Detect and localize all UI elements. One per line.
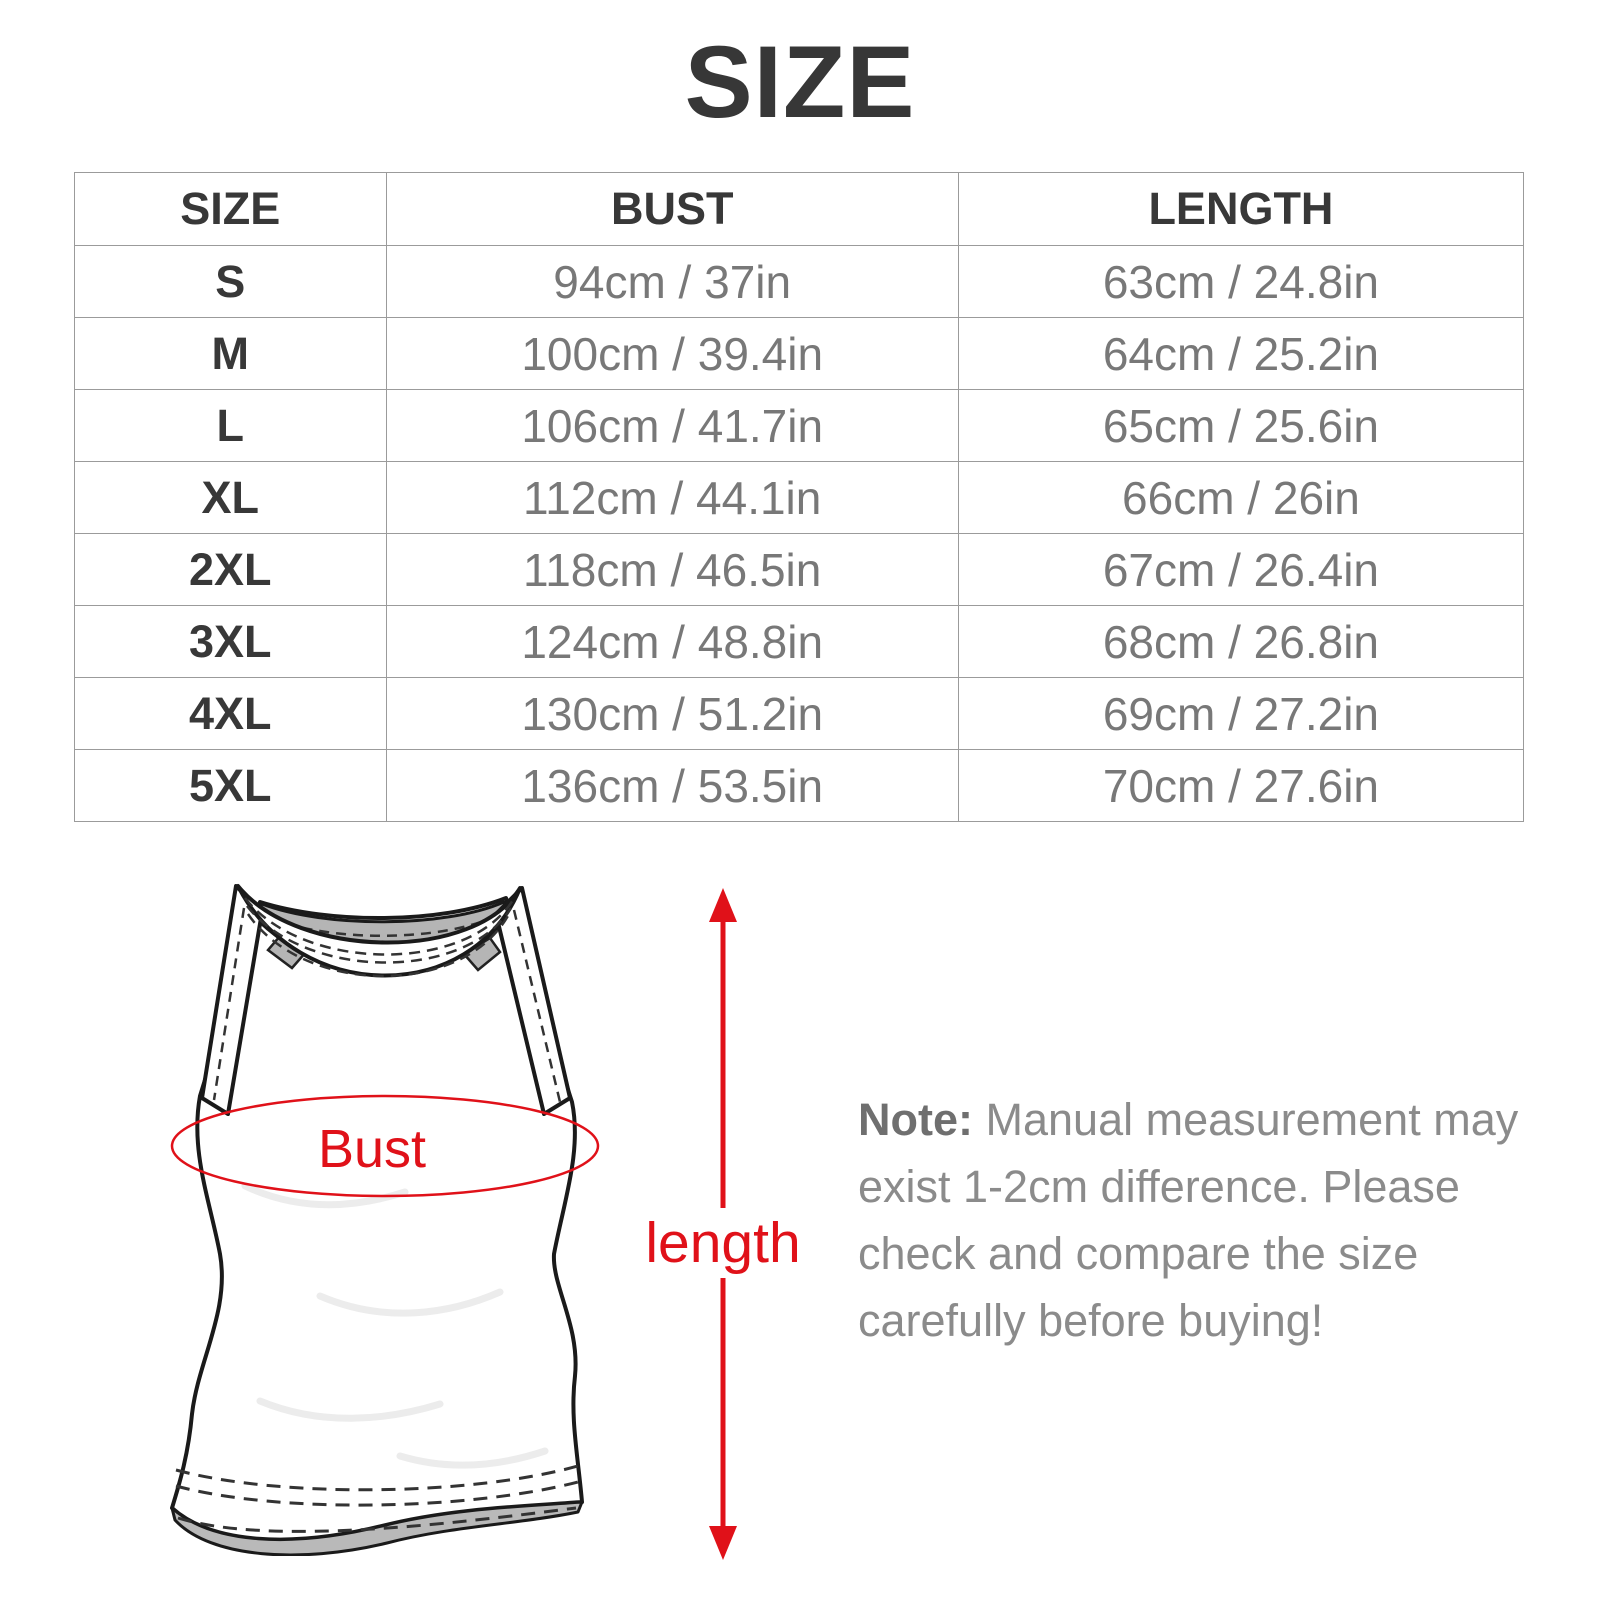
size-cell: 4XL	[74, 677, 387, 750]
table-row: L 106cm / 41.7in 65cm / 25.6in	[74, 389, 1525, 462]
size-cell: XL	[74, 461, 387, 534]
bust-cell: 106cm / 41.7in	[385, 389, 959, 462]
bust-cell: 94cm / 37in	[385, 245, 959, 318]
note-line-2: exist 1-2cm difference. Please	[858, 1161, 1460, 1212]
note-line-1-text: Manual measurement may	[985, 1094, 1519, 1145]
length-cell: 70cm / 27.6in	[957, 749, 1525, 822]
size-cell: S	[74, 245, 387, 318]
note-line-3: check and compare the size	[858, 1228, 1419, 1279]
strap-stitching	[212, 907, 562, 1103]
size-cell: 5XL	[74, 749, 387, 822]
bust-cell: 118cm / 46.5in	[385, 533, 959, 606]
size-cell: 2XL	[74, 533, 387, 606]
page-title: SIZE	[684, 25, 916, 139]
length-cell: 67cm / 26.4in	[957, 533, 1525, 606]
size-cell: L	[74, 389, 387, 462]
bust-cell: 100cm / 39.4in	[385, 317, 959, 390]
length-label: length	[635, 1208, 811, 1278]
neck-band-stitching	[244, 897, 515, 978]
bust-cell: 130cm / 51.2in	[385, 677, 959, 750]
arrowhead-down-icon	[709, 1526, 737, 1560]
table-header-row: SIZE BUST LENGTH	[74, 172, 1525, 246]
hem-stitching	[175, 1464, 579, 1533]
length-cell: 66cm / 26in	[957, 461, 1525, 534]
size-chart-table: SIZE BUST LENGTH S 94cm / 37in 63cm / 24…	[74, 172, 1525, 822]
bust-label-backing	[302, 1118, 444, 1176]
table-row: S 94cm / 37in 63cm / 24.8in	[74, 245, 1525, 318]
note-block: Note: Manual measurement may exist 1-2cm…	[858, 1086, 1518, 1354]
note-prefix: Note:	[858, 1094, 973, 1145]
size-cell: M	[74, 317, 387, 390]
bust-cell: 112cm / 44.1in	[385, 461, 959, 534]
column-header-bust: BUST	[385, 172, 959, 246]
length-cell: 69cm / 27.2in	[957, 677, 1525, 750]
wrinkle-lines	[241, 1182, 549, 1469]
table-row: 2XL 118cm / 46.5in 67cm / 26.4in	[74, 533, 1525, 606]
hem-underlayer	[170, 1500, 584, 1556]
column-header-length: LENGTH	[957, 172, 1525, 246]
table-row: M 100cm / 39.4in 64cm / 25.2in	[74, 317, 1525, 390]
table-row: XL 112cm / 44.1in 66cm / 26in	[74, 461, 1525, 534]
arrowhead-up-icon	[709, 888, 737, 922]
size-cell: 3XL	[74, 605, 387, 678]
bust-measure-ellipse	[170, 1094, 600, 1198]
table-row: 4XL 130cm / 51.2in 69cm / 27.2in	[74, 677, 1525, 750]
table-row: 3XL 124cm / 48.8in 68cm / 26.8in	[74, 605, 1525, 678]
column-header-size: SIZE	[74, 172, 387, 246]
bust-label: Bust	[318, 1119, 426, 1179]
bust-cell: 124cm / 48.8in	[385, 605, 959, 678]
length-cell: 65cm / 25.6in	[957, 389, 1525, 462]
note-line-4: carefully before buying!	[858, 1295, 1324, 1346]
tank-top-illustration: Bust	[170, 884, 600, 1556]
length-cell: 64cm / 25.2in	[957, 317, 1525, 390]
length-cell: 68cm / 26.8in	[957, 605, 1525, 678]
note-line-1: Note: Manual measurement may	[858, 1086, 1518, 1153]
table-row: 5XL 136cm / 53.5in 70cm / 27.6in	[74, 749, 1525, 822]
bust-cell: 136cm / 53.5in	[385, 749, 959, 822]
length-cell: 63cm / 24.8in	[957, 245, 1525, 318]
